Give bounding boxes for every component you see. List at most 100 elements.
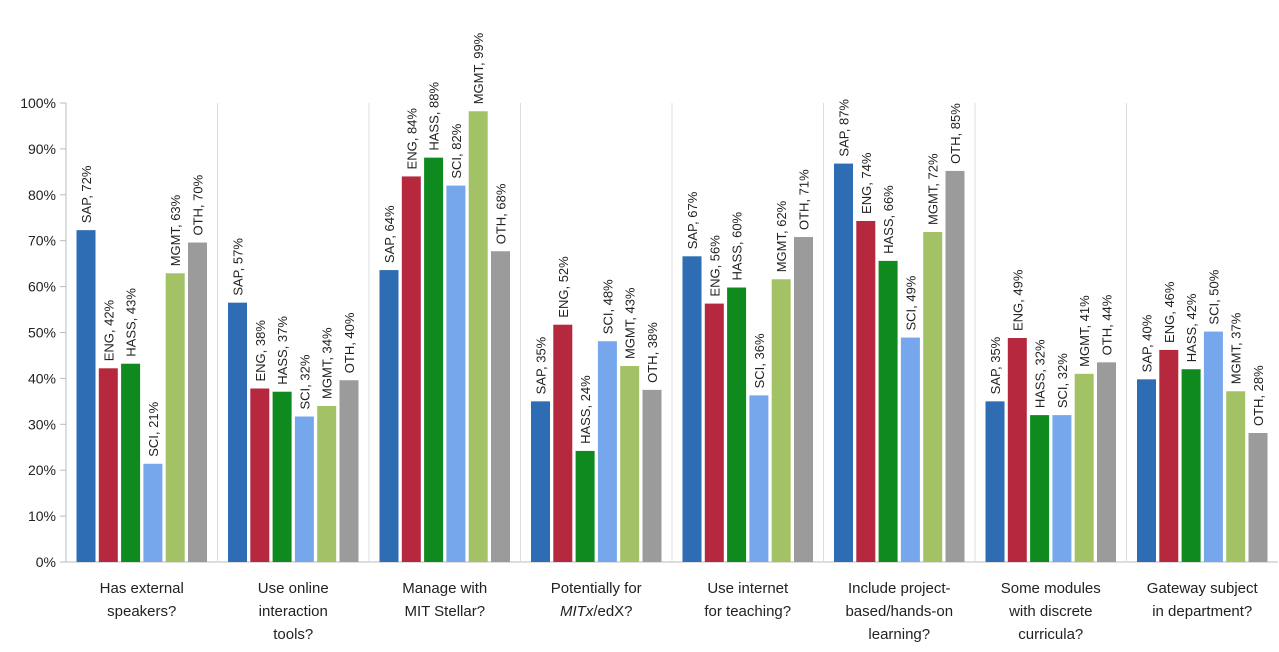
category-label: Has external speakers? [100,580,184,620]
bar-oth [491,251,510,562]
data-label: MGMT, 37% [1229,312,1244,384]
data-label: MGMT, 63% [168,194,183,266]
data-label: SAP, 35% [534,336,549,394]
data-label: HASS, 24% [578,375,593,444]
bar-eng [1159,349,1179,562]
data-label: SAP, 64% [382,205,397,263]
category-label: Use online interaction tools? [258,580,329,643]
bar-hass [1030,415,1050,562]
bar-sci [597,341,617,562]
data-label: SAP, 67% [685,191,700,249]
bar-mgmt [1074,373,1094,562]
bar-mgmt [165,273,185,562]
y-tick-label: 20% [28,462,56,478]
data-label: HASS, 66% [881,185,896,254]
data-label: SCI, 50% [1206,269,1221,324]
data-label: HASS, 60% [730,211,745,280]
bar-sci [900,337,920,562]
bar-oth [1248,433,1268,562]
bar-oth [339,380,359,562]
data-label: SCI, 21% [146,401,161,456]
data-label: ENG, 56% [707,235,722,297]
data-label: SAP, 72% [79,165,94,223]
data-label: SCI, 36% [752,333,767,388]
y-tick-label: 90% [28,141,56,157]
category-label: Potentially for MITx/edX? [551,580,642,620]
data-label: ENG, 84% [404,108,419,170]
bar-hass [1181,369,1201,562]
bar-mgmt [317,405,337,562]
bar-sci [1203,331,1223,562]
data-label: SCI, 48% [600,279,615,334]
bar-sci [749,395,769,562]
data-label: HASS, 88% [427,82,442,151]
data-label: OTH, 71% [797,169,812,230]
bar-mgmt [923,231,943,562]
bar-eng [401,176,421,562]
data-label: SAP, 87% [837,99,852,157]
data-label: ENG, 46% [1162,281,1177,343]
bar-eng [98,368,118,562]
category-label: Manage with MIT Stellar? [402,580,487,620]
category-labels: Has external speakers? Use online interacti… [100,580,1259,643]
data-label: SCI, 32% [1055,353,1070,408]
data-label: MGMT, 99% [471,32,486,104]
bar-sap [531,401,550,562]
bar-oth [945,170,965,562]
bar-eng [856,220,876,562]
bars: SAP, 72% ENG, 42% HASS, 43% SCI, 21% MGMT, 6… [76,32,1268,563]
data-label: MGMT, 34% [320,327,335,399]
category-label: Some modules with discrete curricula? [1001,580,1101,643]
data-label: ENG, 52% [556,256,571,318]
category-label: Include project-based/hands-on learning? [845,580,953,643]
data-label: SAP, 57% [231,238,246,296]
data-label: SAP, 35% [988,336,1003,394]
data-label: HASS, 43% [124,288,139,357]
bar-sap [682,256,702,562]
bar-hass [727,287,747,562]
y-tick-label: 70% [28,233,56,249]
bar-sap [228,302,247,562]
bar-hass [272,391,292,562]
bar-sci [446,185,466,562]
data-label: ENG, 74% [859,152,874,214]
bar-sci [294,416,314,562]
data-label: OTH, 85% [948,103,963,164]
y-tick-label: 100% [20,95,56,111]
data-label: HASS, 37% [275,316,290,385]
bar-oth [188,242,207,562]
y-tick-label: 10% [28,508,56,524]
y-tick-label: 60% [28,279,56,295]
y-tick-label: 0% [36,554,56,570]
bar-eng [250,388,270,562]
data-label: OTH, 40% [342,312,357,373]
data-label: SAP, 40% [1140,314,1155,372]
bar-mgmt [468,111,488,563]
bar-oth [794,237,813,562]
bar-sap [76,230,96,562]
bar-mgmt [620,366,640,562]
bar-sap [1137,379,1156,562]
bar-sci [1052,415,1072,562]
data-label: MGMT, 72% [926,153,941,225]
bar-oth [1097,362,1116,562]
data-label: HASS, 42% [1184,293,1199,362]
data-label: OTH, 28% [1251,365,1266,426]
bar-hass [424,157,444,562]
bar-eng [553,324,573,562]
bar-eng [704,303,724,562]
data-label: SCI, 82% [449,123,464,178]
bar-sap [379,270,399,562]
bar-sap [985,401,1005,562]
y-tick-label: 80% [28,187,56,203]
data-label: SCI, 49% [903,275,918,330]
data-label: OTH, 70% [191,174,206,235]
data-label: ENG, 42% [101,299,116,361]
data-label: ENG, 38% [253,320,268,382]
y-tick-label: 30% [28,416,56,432]
bar-hass [121,363,141,562]
data-label: ENG, 49% [1010,269,1025,331]
category-label: Use internet for teaching? [704,580,791,620]
bar-eng [1007,338,1027,562]
